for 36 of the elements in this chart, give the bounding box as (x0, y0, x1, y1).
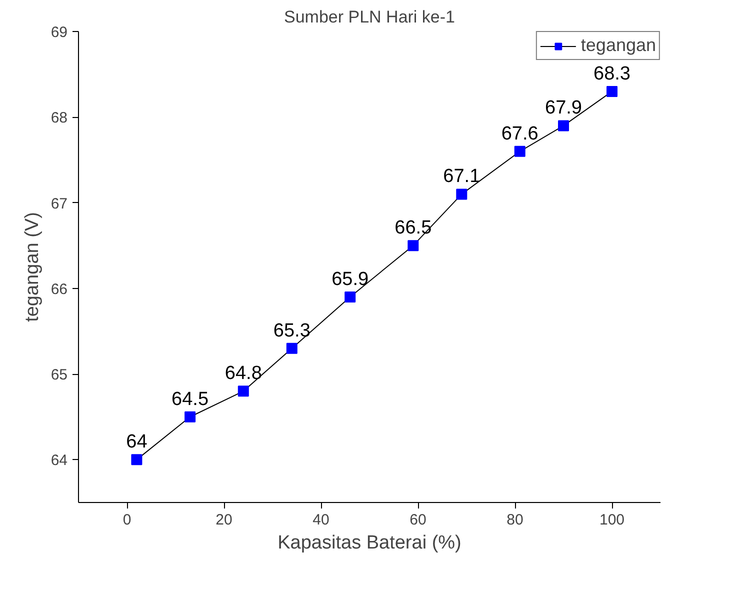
point (344, 291, 356, 302)
point (606, 86, 618, 97)
x-tick-label: 100 (599, 512, 625, 528)
x-tick-label: 0 (122, 512, 132, 528)
data-label: 67.9 (545, 98, 582, 119)
y-tick-label: 64 (50, 452, 68, 470)
data-label: 64.5 (172, 388, 209, 410)
legend-label: tegangan (580, 35, 656, 56)
data-label: 65.9 (332, 268, 369, 290)
data-label: 64 (126, 432, 148, 453)
y-tick-label: 67 (50, 195, 68, 212)
x-tick-label: 40 (312, 512, 330, 528)
x-tick-label: 20 (216, 512, 232, 528)
data-label: 65.3 (273, 320, 310, 342)
x-axis-title: Kapasitas Baterai (%) (278, 532, 462, 554)
data-label: 68.3 (594, 63, 630, 84)
x-tick-label: 60 (410, 512, 426, 528)
point (184, 411, 196, 422)
data-label: 66.5 (394, 218, 432, 239)
point (558, 120, 569, 132)
data-label: 64.8 (224, 363, 262, 384)
y-tick-label: 65 (50, 366, 68, 384)
chart-title: Sumber PLN Hari ke-1 (284, 8, 456, 26)
y-tick-label: 66 (50, 280, 68, 298)
y-tick-label: 69 (50, 24, 68, 41)
data-label: 67.6 (501, 123, 538, 144)
point (514, 146, 526, 157)
point (238, 386, 249, 397)
point (286, 342, 298, 354)
point (131, 454, 142, 466)
point (408, 240, 419, 252)
y-tick-label: 68 (50, 110, 68, 127)
point (456, 188, 468, 200)
data-label: 67.1 (443, 166, 480, 188)
x-tick-label: 80 (506, 512, 524, 528)
y-axis-title: tegangan (V) (22, 212, 43, 322)
